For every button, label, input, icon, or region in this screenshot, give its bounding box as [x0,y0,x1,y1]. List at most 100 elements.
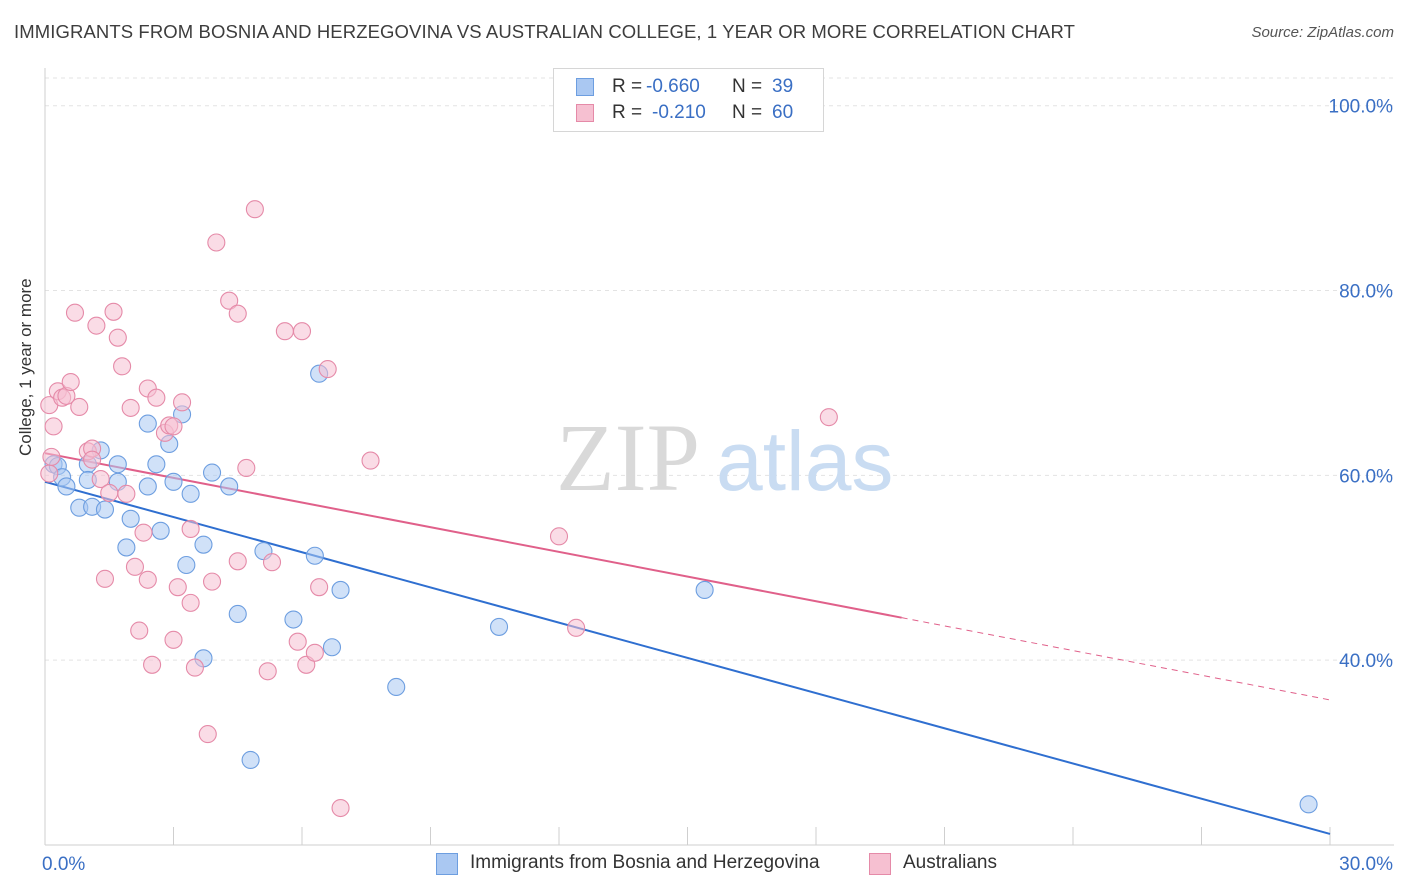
chart-title: IMMIGRANTS FROM BOSNIA AND HERZEGOVINA V… [14,21,1076,42]
point-australians [83,450,102,469]
point-australians [549,527,569,546]
point-australians [262,553,282,572]
point-australians [305,643,324,662]
point-bosnia [95,500,115,519]
point-australians [117,484,136,503]
legend-swatch-australians [576,104,594,122]
point-australians [185,658,204,677]
point-australians [138,570,157,589]
x-tick-label-start: 0.0% [42,854,85,875]
tick-labels: 40.0% 60.0% 80.0% 100.0% 0.0% 30.0% [42,97,1393,875]
legend-n-label: N = [732,76,763,97]
point-australians [288,632,307,651]
point-australians [331,798,350,818]
point-bosnia [138,477,157,496]
y-tick-label: 60.0% [1339,466,1393,487]
point-bosnia [117,538,136,557]
point-australians [318,360,337,379]
data-points [40,200,1318,818]
point-australians [70,397,89,417]
point-bosnia [181,484,200,503]
point-australians [181,519,200,539]
point-australians [173,393,192,412]
point-australians [108,328,127,347]
point-australians [275,322,294,341]
point-bosnia [121,509,140,528]
point-bosnia [387,677,406,697]
trend-line-australians-extension [901,617,1331,701]
point-australians [237,458,256,478]
point-australians [44,417,63,436]
point-australians [87,316,106,335]
point-bosnia [331,580,350,599]
point-australians [95,569,115,588]
point-australians [100,483,119,502]
watermark-zip: ZIP [556,404,700,511]
zipatlas-watermark: ZIP atlas [556,404,893,511]
point-australians [207,233,226,252]
point-australians [181,593,200,612]
source-label: Source: ZipAtlas.com [1251,24,1394,41]
point-bosnia [489,617,509,636]
point-australians [104,302,123,321]
point-australians [310,578,329,597]
point-australians [292,322,312,341]
bottom-legend-label-australians: Australians [903,852,997,873]
grid-lines [45,77,1394,661]
point-australians [228,552,247,571]
point-australians [228,304,247,323]
trend-lines [44,452,1331,835]
legend-r-label: R = [612,76,643,97]
point-bosnia [151,521,170,540]
point-australians [147,388,166,407]
point-australians [61,372,80,392]
trend-line-australians [44,452,902,619]
trend-line-bosnia [44,480,1331,835]
bottom-legend-swatch-bosnia [436,853,458,875]
watermark-atlas: atlas [716,414,893,508]
point-australians [819,408,838,427]
point-bosnia [203,463,222,482]
point-australians [245,200,264,219]
point-australians [130,621,149,640]
x-tick-label-end: 30.0% [1339,854,1393,875]
point-bosnia [194,535,213,554]
legend-n-label: N = [732,102,763,123]
point-australians [134,523,153,542]
point-australians [567,618,586,637]
point-bosnia [177,555,196,575]
point-bosnia [220,477,239,496]
point-australians [42,447,61,466]
point-bosnia [695,580,714,599]
point-australians [91,470,110,489]
point-bosnia [1299,795,1318,814]
point-australians [125,557,144,576]
point-bosnia [305,546,324,565]
point-bosnia [164,472,183,491]
legend-swatch-bosnia [576,78,594,96]
correlation-legend: R = -0.660 N = 39 R = -0.210 N = 60 [553,68,824,132]
y-axis-label: College, 1 year or more [16,278,35,456]
point-australians [198,725,217,744]
bottom-legend-label-bosnia: Immigrants from Bosnia and Herzegovina [470,852,820,873]
point-australians [168,578,187,597]
point-bosnia [228,604,247,624]
y-tick-label: 80.0% [1339,282,1393,303]
point-australians [121,398,140,417]
point-australians [113,357,132,376]
point-bosnia [284,610,303,629]
bottom-legend-swatch-australians [869,853,891,875]
point-australians [143,655,162,674]
point-bosnia [147,455,166,474]
y-tick-label: 100.0% [1329,97,1394,118]
point-australians [164,630,183,649]
point-australians [164,417,183,436]
point-australians [203,572,222,591]
point-australians [361,451,380,470]
point-bosnia [241,750,260,770]
legend-n-value: 39 [772,76,794,97]
axes [44,68,1394,846]
point-bosnia [57,477,76,496]
point-australians [220,291,239,310]
point-bosnia [322,638,342,657]
